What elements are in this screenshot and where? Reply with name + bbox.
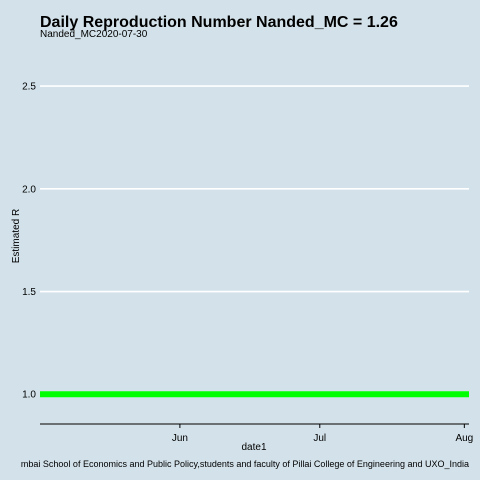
chart-caption: mbai School of Economics and Public Poli… <box>21 459 469 469</box>
y-tick-label: 2.5 <box>22 82 36 93</box>
y-tick-label: 1.0 <box>22 390 36 401</box>
y-tick-label: 1.5 <box>22 287 36 298</box>
x-axis: Jun Jul Aug <box>40 423 473 444</box>
chart-title: Daily Reproduction Number Nanded_MC = 1.… <box>40 14 398 31</box>
x-tick-label: Jul <box>313 433 326 444</box>
y-axis-label: Estimated R <box>11 209 22 263</box>
chart-subtitle: Nanded_MC2020-07-30 <box>40 29 148 40</box>
x-axis-label: date1 <box>241 442 266 453</box>
x-tick-label: Aug <box>455 433 473 444</box>
x-tick-label: Jun <box>172 433 188 444</box>
y-tick-label: 2.0 <box>22 184 36 195</box>
y-axis-ticks: 1.0 1.5 2.0 2.5 <box>22 82 36 401</box>
